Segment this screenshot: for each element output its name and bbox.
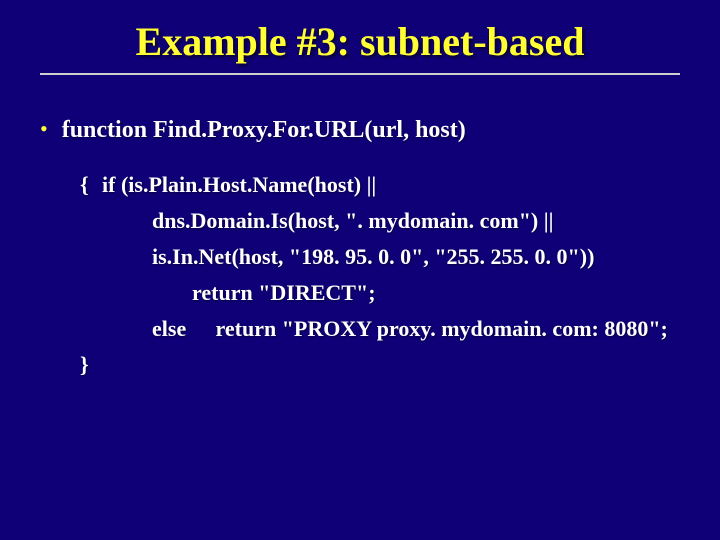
- slide-title: Example #3: subnet-based: [30, 18, 690, 65]
- open-brace: {: [80, 167, 102, 203]
- content-area: • function Find.Proxy.For.URL(url, host)…: [30, 115, 690, 383]
- title-underline: [40, 73, 680, 75]
- code-line-1: { if (is.Plain.Host.Name(host) ||: [80, 167, 690, 203]
- else-keyword: else: [152, 311, 210, 347]
- code-line-4: return "DIRECT";: [80, 275, 690, 311]
- code-line-3: is.In.Net(host, "198. 95. 0. 0", "255. 2…: [80, 239, 690, 275]
- code-text: return "PROXY proxy. mydomain. com: 8080…: [216, 316, 668, 341]
- code-block: { if (is.Plain.Host.Name(host) || dns.Do…: [38, 167, 690, 383]
- code-line-2: dns.Domain.Is(host, ". mydomain. com") |…: [80, 203, 690, 239]
- bullet-dot-icon: •: [40, 115, 48, 143]
- bullet-item: • function Find.Proxy.For.URL(url, host): [38, 115, 690, 145]
- function-declaration: function Find.Proxy.For.URL(url, host): [62, 115, 466, 145]
- close-brace: }: [80, 347, 690, 383]
- code-text: if (is.Plain.Host.Name(host) ||: [102, 167, 376, 203]
- slide: Example #3: subnet-based • function Find…: [0, 0, 720, 540]
- code-line-5: else return "PROXY proxy. mydomain. com:…: [80, 311, 690, 347]
